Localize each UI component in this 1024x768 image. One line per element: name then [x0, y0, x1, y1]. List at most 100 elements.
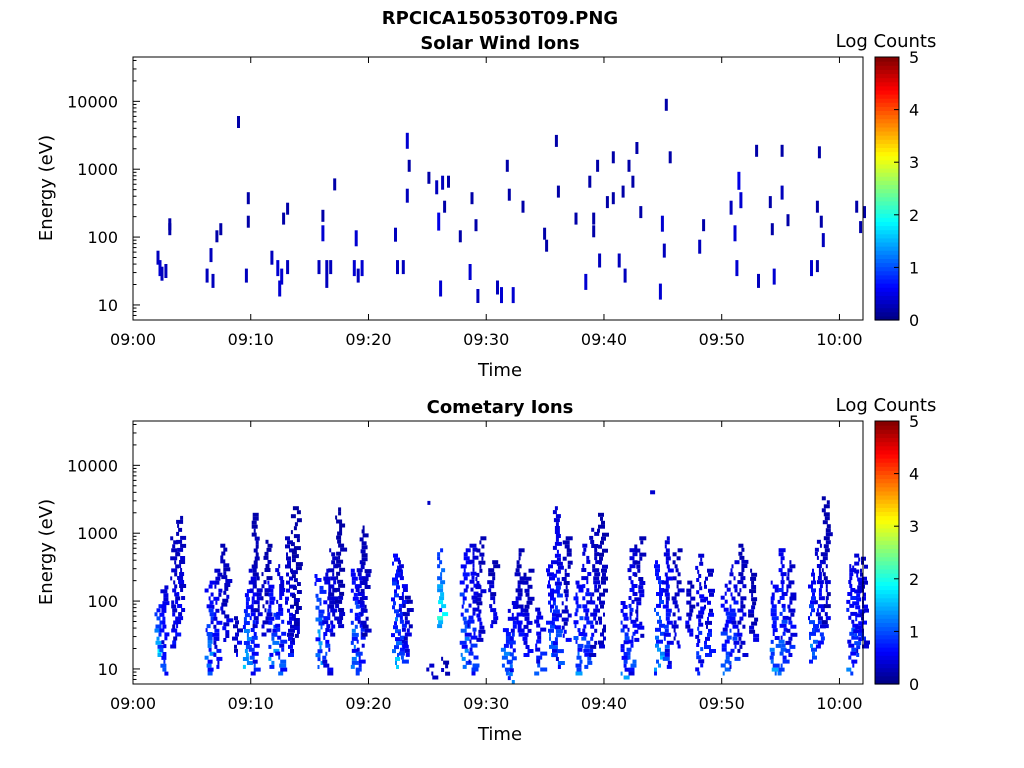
cometary-mark-57-10	[732, 624, 739, 629]
colorbar-step	[875, 204, 899, 210]
cometary-mark-66-0	[850, 671, 854, 676]
cometary-mark-64-12	[818, 596, 825, 601]
cometary-mark-53-10	[686, 592, 692, 597]
cometary-mark-20-19	[350, 588, 354, 593]
solar-wind-mark-40	[435, 180, 439, 195]
colorbar-step	[875, 287, 899, 292]
cometary-mark-65-8	[826, 592, 831, 597]
cometary-mark-55-11	[709, 608, 713, 613]
colorbar-step	[875, 511, 899, 517]
cometary-mark-37-1	[527, 649, 534, 653]
cometary-mark-54-27	[699, 561, 704, 566]
cometary-mark-1-8	[161, 640, 165, 645]
cometary-mark-60-13	[772, 620, 777, 625]
cometary-mark-7-5	[235, 632, 239, 637]
cometary-mark-44-24	[594, 556, 598, 561]
cometary-mark-2-27	[170, 536, 174, 541]
cometary-mark-57-15	[729, 604, 732, 609]
cometary-mark-67-14	[856, 597, 862, 602]
cometary-mark-23-15	[392, 605, 395, 610]
cometary-mark-23-27	[394, 557, 400, 562]
cometary-mark-52-17	[672, 576, 677, 581]
cometary-mark-13-27	[278, 564, 281, 569]
colorbar-tick-label: 4	[909, 101, 919, 120]
cometary-mark-13-13	[281, 619, 285, 624]
colorbar-step	[875, 229, 899, 235]
cometary-mark-64-20	[816, 564, 822, 568]
cometary-mark-20-2	[351, 656, 357, 661]
cometary-mark-25-5	[404, 632, 412, 637]
cometary-mark-48-5	[635, 617, 639, 622]
cometary-mark-11-19	[263, 555, 269, 560]
cometary-mark-53-1	[687, 628, 694, 633]
cometary-mark-15-3	[293, 626, 300, 630]
cometary-mark-58-10	[742, 612, 747, 617]
cometary-mark-45-33	[598, 512, 604, 517]
cometary-mark-40-29	[556, 549, 559, 554]
cometary-mark-5-23	[217, 572, 223, 577]
solar-wind-mark-72	[621, 185, 625, 198]
cometary-mark-37-6	[527, 628, 532, 633]
cometary-mark-28-12	[437, 576, 443, 581]
cometary-mark-46-10	[624, 636, 630, 641]
cometary-mark-50-3	[656, 659, 659, 664]
colorbar-step	[875, 73, 899, 79]
cometary-mark-4-14	[210, 616, 216, 621]
cometary-mark-40-11	[551, 621, 555, 626]
solar-wind-mark-59	[554, 134, 558, 147]
cometary-mark-42-7	[577, 643, 584, 648]
cometary-mark-11-12	[261, 584, 265, 589]
cometary-mark-40-38	[555, 514, 561, 519]
cometary-mark-61-0	[777, 671, 782, 676]
cometary-mark-30-4	[464, 648, 469, 653]
cometary-mark-47-26	[627, 568, 632, 573]
cometary-mark-40-28	[554, 553, 561, 558]
x-tick-label: 09:10	[228, 694, 274, 713]
cometary-mark-28-3	[442, 612, 449, 617]
cometary-mark-40-5	[551, 645, 558, 650]
x-tick-label: 09:00	[110, 694, 156, 713]
solar-wind-mark-103	[821, 233, 825, 248]
cometary-mark-42-5	[577, 651, 580, 656]
cometary-mark-46-8	[620, 644, 625, 649]
cometary-mark-35-0	[511, 680, 515, 684]
cometary-mark-66-23	[848, 580, 852, 584]
colorbar-step	[875, 634, 899, 640]
cometary-mark-23-26	[392, 561, 394, 566]
cometary-mark-36-1	[517, 628, 525, 633]
cometary-mark-40-40	[554, 506, 558, 511]
cometary-mark-44-13	[590, 600, 596, 605]
cometary-burst-25	[402, 595, 414, 657]
cometary-mark-6-7	[221, 610, 226, 615]
cometary-mark-10-15	[251, 564, 258, 569]
cometary-mark-14-13	[285, 600, 288, 605]
cometary-mark-41-11	[564, 593, 569, 598]
solar-wind-mark-100	[815, 200, 819, 213]
cometary-mark-22-13	[360, 581, 368, 585]
cometary-mark-62-2	[789, 644, 796, 649]
cometary-mark-1-18	[162, 601, 170, 606]
cometary-burst-46	[620, 601, 630, 680]
cometary-mark-53-0	[689, 632, 694, 637]
cometary-mark-20-0	[350, 664, 355, 669]
cometary-mark-50-23	[658, 580, 664, 585]
cometary-mark-57-3	[729, 652, 733, 657]
cometary-mark-51-27	[665, 556, 671, 561]
cometary-mark-9-8	[250, 639, 255, 644]
cometary-mark-65-3	[824, 612, 828, 617]
colorbar-step	[875, 437, 899, 443]
cometary-mark-34-4	[501, 655, 508, 660]
cometary-mark-61-15	[779, 611, 783, 616]
cometary-mark-20-21	[351, 580, 356, 585]
solar-wind-mark-45	[447, 175, 450, 188]
cometary-mark-32-19	[478, 560, 486, 565]
cometary-mark-51-15	[662, 604, 669, 609]
solar-wind-mark-53	[505, 159, 509, 172]
cometary-mark-10-13	[252, 572, 259, 577]
cometary-mark-19-26	[336, 519, 343, 524]
cometary-burst-55	[704, 568, 716, 657]
cometary-mark-42-8	[575, 639, 578, 644]
cometary-mark-8-0	[242, 664, 246, 669]
cometary-mark-12-18	[268, 592, 274, 597]
cometary-mark-28-17	[437, 556, 441, 561]
